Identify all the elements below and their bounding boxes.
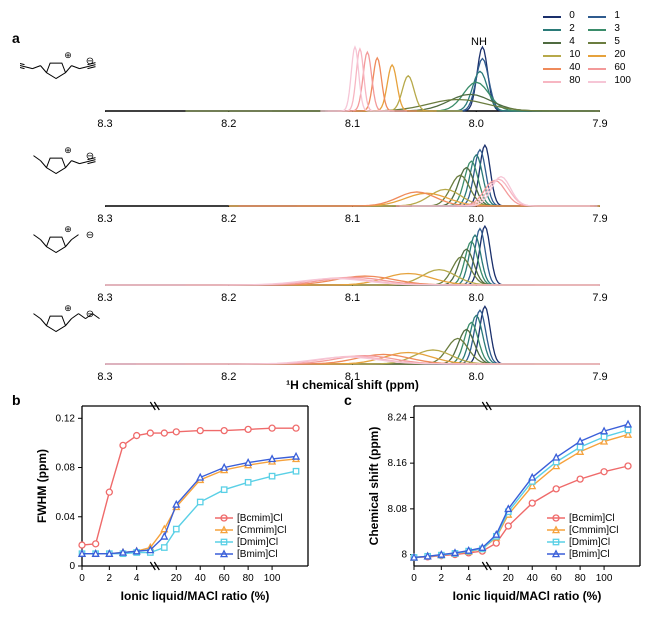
spectra-row-bcmim: 8.38.28.18.07.9 <box>105 38 600 112</box>
spectra-row-bmim: 8.38.28.18.07.9 <box>105 291 600 365</box>
svg-text:Ionic liquid/MACl ratio (%): Ionic liquid/MACl ratio (%) <box>121 589 270 603</box>
svg-text:0: 0 <box>411 573 417 584</box>
svg-text:FWHM (ppm): FWHM (ppm) <box>35 449 49 523</box>
svg-text:⊖: ⊖ <box>86 309 94 320</box>
svg-text:⊕: ⊕ <box>64 145 72 155</box>
svg-text:[Bmim]Cl: [Bmim]Cl <box>569 549 610 560</box>
legend-swatch <box>543 29 561 31</box>
svg-text:[Cmmim]Cl: [Cmmim]Cl <box>237 525 286 536</box>
svg-text:Chemical shift (ppm): Chemical shift (ppm) <box>367 427 381 546</box>
legend-value: 1 <box>611 10 634 21</box>
svg-text:40: 40 <box>195 573 207 584</box>
svg-text:20: 20 <box>171 573 183 584</box>
panel-a-label: a <box>12 30 20 46</box>
legend-value: 60 <box>611 62 634 73</box>
svg-text:[Dmim]Cl: [Dmim]Cl <box>569 537 610 548</box>
svg-text:⊕: ⊕ <box>64 303 72 313</box>
svg-text:0.08: 0.08 <box>56 463 76 474</box>
legend-value: 0 <box>566 10 583 21</box>
panel-b-label: b <box>12 392 21 408</box>
svg-text:100: 100 <box>264 573 281 584</box>
legend-swatch <box>543 16 561 18</box>
svg-text:[Bcmim]Cl: [Bcmim]Cl <box>569 513 615 524</box>
svg-text:80: 80 <box>575 573 587 584</box>
molecule-cmmim: ⊕⊖ <box>20 135 102 190</box>
svg-text:40: 40 <box>527 573 539 584</box>
svg-text:8.16: 8.16 <box>388 458 408 469</box>
panel-c-chart: 8 8.08 8.16 8.24 0 2 4 20 40 60 80 100 Chemical shif… <box>362 398 650 606</box>
svg-text:80: 80 <box>243 573 255 584</box>
svg-text:0: 0 <box>69 561 75 572</box>
spectra-x-axis-title: ¹H chemical shift (ppm) <box>105 378 600 392</box>
svg-text:8: 8 <box>401 550 407 561</box>
svg-text:4: 4 <box>466 573 472 584</box>
svg-text:20: 20 <box>503 573 515 584</box>
spectra-xtick: 8.1 <box>345 118 360 130</box>
molecule-dmmim: ⊕⊖ <box>20 214 102 269</box>
spectra-xtick: 7.9 <box>592 118 607 130</box>
svg-text:2: 2 <box>107 573 113 584</box>
svg-text:4: 4 <box>134 573 140 584</box>
spectra-xtick: 8.3 <box>97 118 112 130</box>
svg-text:60: 60 <box>551 573 563 584</box>
legend-value: 5 <box>611 36 634 47</box>
svg-text:[Bmim]Cl: [Bmim]Cl <box>237 549 278 560</box>
svg-text:⊖: ⊖ <box>86 56 94 67</box>
figure-root: a 0123451020406080100 NH 8.38.28.18.07.9… <box>0 0 658 618</box>
svg-text:8.24: 8.24 <box>388 412 408 423</box>
molecule-bcmim: ⊕⊖ <box>20 40 102 95</box>
svg-text:⊕: ⊕ <box>64 50 72 60</box>
legend-swatch <box>588 16 606 18</box>
svg-text:100: 100 <box>596 573 613 584</box>
legend-value: 20 <box>611 49 634 60</box>
svg-text:8.08: 8.08 <box>388 504 408 515</box>
legend-swatch <box>588 29 606 31</box>
svg-text:60: 60 <box>219 573 231 584</box>
svg-text:[Bcmim]Cl: [Bcmim]Cl <box>237 513 283 524</box>
spectra-row-cmmim: 8.38.28.18.07.9 <box>105 133 600 207</box>
panel-b-chart: 0 0.04 0.08 0.12 0 2 4 20 40 60 80 100 FWHM (ppm) Ion… <box>30 398 318 606</box>
spectra-row-dmmim: 8.38.28.18.07.9 <box>105 212 600 286</box>
svg-text:⊖: ⊖ <box>86 151 94 162</box>
svg-text:2: 2 <box>439 573 445 584</box>
molecule-bmim: ⊕⊖ <box>20 293 102 348</box>
svg-text:[Dmim]Cl: [Dmim]Cl <box>237 537 278 548</box>
svg-text:⊖: ⊖ <box>86 230 94 241</box>
svg-text:Ionic liquid/MACl ratio (%): Ionic liquid/MACl ratio (%) <box>453 589 602 603</box>
svg-text:0.04: 0.04 <box>56 512 76 523</box>
spectra-xtick: 8.2 <box>221 118 236 130</box>
legend-value: 3 <box>611 23 634 34</box>
legend-value: 2 <box>566 23 583 34</box>
svg-text:⊕: ⊕ <box>64 224 72 234</box>
svg-text:0.12: 0.12 <box>56 413 76 424</box>
svg-text:[Cmmim]Cl: [Cmmim]Cl <box>569 525 618 536</box>
legend-value: 100 <box>611 75 634 86</box>
panel-c-label: c <box>344 392 352 408</box>
svg-text:0: 0 <box>79 573 85 584</box>
spectra-xtick: 8.0 <box>469 118 484 130</box>
